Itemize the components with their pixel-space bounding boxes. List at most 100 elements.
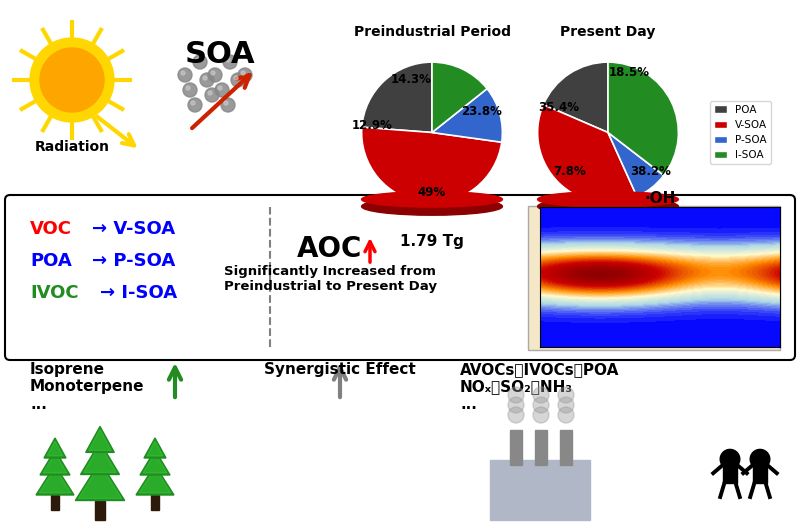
Polygon shape	[47, 441, 63, 456]
Bar	[535, 430, 547, 465]
Text: VOC: VOC	[30, 220, 72, 238]
Bar	[753, 462, 767, 483]
Title: Present Day: Present Day	[560, 25, 656, 39]
Circle shape	[196, 58, 200, 62]
Circle shape	[226, 58, 230, 62]
Circle shape	[533, 397, 549, 413]
Ellipse shape	[538, 192, 678, 207]
Text: SOA: SOA	[185, 40, 255, 69]
Text: Isoprene
Monoterpene
...: Isoprene Monoterpene ...	[30, 362, 145, 412]
Circle shape	[186, 86, 190, 90]
Polygon shape	[136, 465, 174, 495]
Text: 7.8%: 7.8%	[553, 165, 586, 178]
Ellipse shape	[362, 198, 502, 215]
Text: AOC: AOC	[298, 235, 362, 263]
Ellipse shape	[362, 192, 502, 207]
Circle shape	[558, 387, 574, 403]
Wedge shape	[362, 62, 432, 132]
Circle shape	[200, 73, 214, 87]
Text: 49%: 49%	[418, 186, 446, 199]
Circle shape	[241, 71, 245, 75]
Text: 14.3%: 14.3%	[390, 73, 431, 86]
Circle shape	[231, 73, 245, 87]
Circle shape	[508, 387, 524, 403]
Polygon shape	[36, 465, 74, 495]
Legend: POA, V-SOA, P-SOA, I-SOA: POA, V-SOA, P-SOA, I-SOA	[710, 101, 771, 164]
Circle shape	[223, 55, 237, 69]
Circle shape	[188, 98, 202, 112]
Polygon shape	[139, 468, 171, 493]
Polygon shape	[75, 462, 125, 500]
Circle shape	[218, 86, 222, 90]
Text: Significantly Increased from
Preindustrial to Present Day: Significantly Increased from Preindustri…	[223, 265, 437, 293]
Polygon shape	[78, 464, 122, 499]
Bar	[723, 462, 737, 483]
Circle shape	[40, 48, 104, 112]
Polygon shape	[83, 445, 117, 473]
Text: 3.32 Tg: 3.32 Tg	[576, 234, 640, 249]
Text: 35.4%: 35.4%	[538, 101, 579, 114]
Polygon shape	[140, 450, 170, 475]
Polygon shape	[39, 468, 71, 493]
Bar	[490, 460, 590, 520]
Circle shape	[533, 407, 549, 423]
Text: 1.79 Tg: 1.79 Tg	[400, 234, 464, 249]
Circle shape	[193, 55, 207, 69]
FancyBboxPatch shape	[528, 206, 780, 350]
Title: Preindustrial Period: Preindustrial Period	[354, 25, 510, 39]
Circle shape	[208, 91, 212, 95]
Text: 23.8%: 23.8%	[461, 105, 502, 118]
Wedge shape	[362, 127, 502, 203]
Text: Synergistic Effect: Synergistic Effect	[264, 362, 416, 377]
Circle shape	[508, 407, 524, 423]
Bar	[94, 500, 106, 520]
Wedge shape	[432, 89, 502, 142]
Circle shape	[208, 68, 222, 82]
Circle shape	[203, 76, 207, 80]
Ellipse shape	[538, 198, 678, 215]
Polygon shape	[40, 450, 70, 475]
Wedge shape	[608, 132, 664, 197]
Text: Radiation: Radiation	[34, 140, 110, 154]
Circle shape	[750, 449, 770, 469]
Circle shape	[191, 101, 195, 105]
Bar	[51, 495, 59, 510]
Text: → P-SOA: → P-SOA	[92, 252, 175, 270]
Circle shape	[181, 71, 185, 75]
Text: IVOC: IVOC	[30, 284, 78, 302]
Polygon shape	[144, 438, 166, 458]
Circle shape	[234, 76, 238, 80]
Circle shape	[215, 83, 229, 97]
Title: ·OH: ·OH	[644, 190, 676, 206]
Polygon shape	[143, 453, 167, 473]
Circle shape	[720, 449, 740, 469]
Wedge shape	[432, 62, 487, 132]
Text: POA: POA	[30, 252, 72, 270]
Circle shape	[183, 83, 197, 97]
Circle shape	[533, 387, 549, 403]
Circle shape	[30, 38, 114, 122]
Text: AVOCs、IVOCs、POA
NOₓ、SO₂、NH₃
...: AVOCs、IVOCs、POA NOₓ、SO₂、NH₃ ...	[460, 362, 619, 412]
Bar	[151, 495, 159, 510]
Polygon shape	[44, 438, 66, 458]
Bar	[510, 430, 522, 465]
Text: 38.2%: 38.2%	[630, 165, 670, 178]
Circle shape	[221, 98, 235, 112]
Circle shape	[224, 101, 228, 105]
Text: 18.5%: 18.5%	[609, 66, 650, 79]
Wedge shape	[543, 62, 608, 132]
Circle shape	[211, 71, 215, 75]
Polygon shape	[81, 442, 119, 474]
FancyBboxPatch shape	[5, 195, 795, 360]
Polygon shape	[86, 427, 114, 453]
Polygon shape	[147, 441, 163, 456]
Polygon shape	[89, 429, 111, 450]
Text: → V-SOA: → V-SOA	[92, 220, 175, 238]
Polygon shape	[43, 453, 67, 473]
Circle shape	[238, 68, 252, 82]
Wedge shape	[608, 62, 678, 175]
Circle shape	[205, 88, 219, 102]
Circle shape	[508, 397, 524, 413]
Circle shape	[558, 397, 574, 413]
Text: → I-SOA: → I-SOA	[100, 284, 177, 302]
